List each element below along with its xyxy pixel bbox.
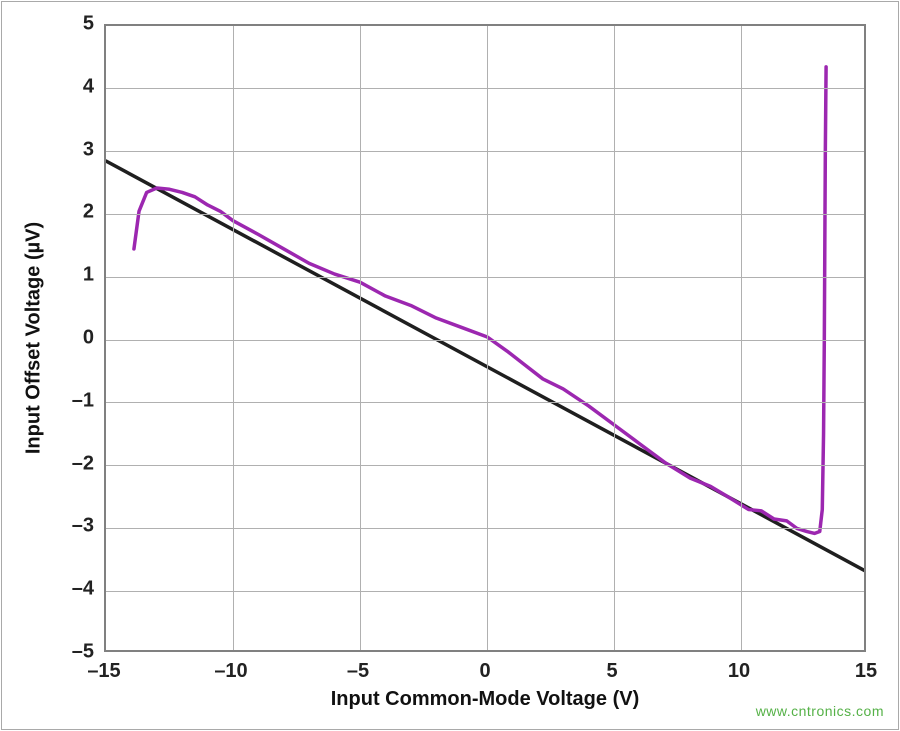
y-tick-label: –3 bbox=[72, 515, 94, 538]
plot-area bbox=[104, 24, 866, 652]
x-tick-label: –10 bbox=[214, 660, 247, 683]
gridline-horizontal bbox=[106, 591, 864, 592]
y-axis-label: Input Offset Voltage (µV) bbox=[23, 222, 46, 454]
y-tick-label: –2 bbox=[72, 452, 94, 475]
series-measured-curve bbox=[134, 67, 826, 534]
x-tick-label: 5 bbox=[606, 660, 617, 683]
gridline-horizontal bbox=[106, 528, 864, 529]
gridline-horizontal bbox=[106, 88, 864, 89]
gridline-vertical bbox=[360, 26, 361, 650]
x-tick-label: 10 bbox=[728, 660, 750, 683]
y-tick-label: –1 bbox=[72, 389, 94, 412]
offset-vs-commonmode-chart: –15–10–5051015 –5–4–3–2–1012345 Input Co… bbox=[0, 0, 900, 731]
y-tick-label: 3 bbox=[83, 138, 94, 161]
gridline-vertical bbox=[487, 26, 488, 650]
gridline-horizontal bbox=[106, 151, 864, 152]
watermark-text: www.cntronics.com bbox=[756, 703, 884, 719]
y-tick-label: –4 bbox=[72, 578, 94, 601]
x-axis-label: Input Common-Mode Voltage (V) bbox=[331, 688, 640, 711]
gridline-horizontal bbox=[106, 402, 864, 403]
gridline-vertical bbox=[614, 26, 615, 650]
gridline-horizontal bbox=[106, 465, 864, 466]
y-tick-label: 2 bbox=[83, 201, 94, 224]
gridline-horizontal bbox=[106, 340, 864, 341]
gridline-vertical bbox=[233, 26, 234, 650]
x-tick-label: –5 bbox=[347, 660, 369, 683]
y-tick-label: 4 bbox=[83, 75, 94, 98]
gridline-horizontal bbox=[106, 214, 864, 215]
y-tick-label: 1 bbox=[83, 264, 94, 287]
y-tick-label: 0 bbox=[83, 327, 94, 350]
x-tick-label: 0 bbox=[479, 660, 490, 683]
x-tick-label: 15 bbox=[855, 660, 877, 683]
y-tick-label: –5 bbox=[72, 641, 94, 664]
y-tick-label: 5 bbox=[83, 13, 94, 36]
gridline-horizontal bbox=[106, 277, 864, 278]
gridline-vertical bbox=[741, 26, 742, 650]
